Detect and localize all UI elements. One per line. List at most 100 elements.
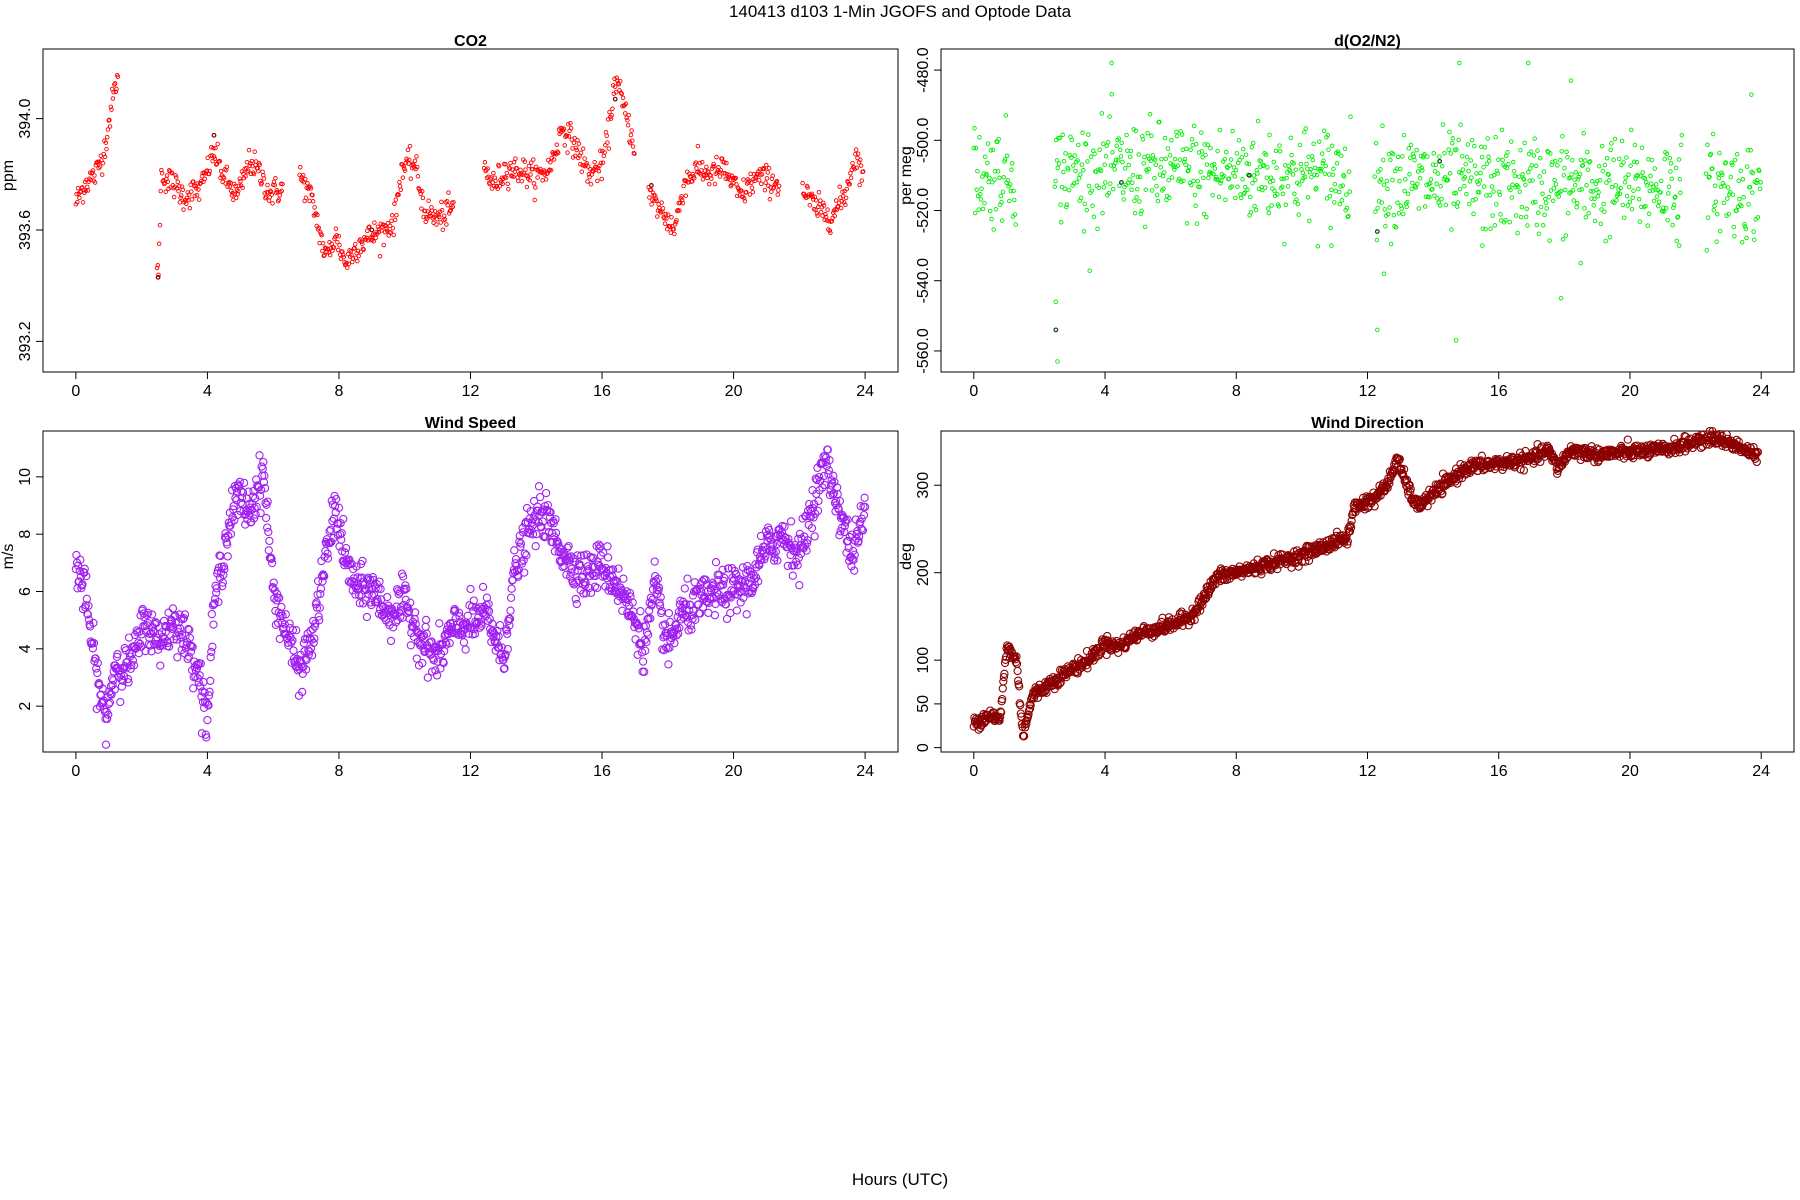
data-point [1004, 153, 1010, 159]
data-point [1497, 192, 1503, 197]
data-point [1647, 188, 1653, 194]
panel-title: Wind Direction [1311, 415, 1424, 432]
data-point [573, 145, 579, 151]
data-point [1727, 190, 1733, 195]
data-point [1195, 178, 1200, 184]
data-point [1498, 212, 1503, 217]
data-point [267, 195, 272, 200]
data-point [180, 610, 190, 619]
data-point [1607, 234, 1613, 240]
data-point [192, 193, 198, 199]
data-point [502, 626, 511, 635]
data-point [1333, 188, 1338, 194]
data-point [85, 184, 90, 190]
data-point [1461, 470, 1470, 479]
data-point [371, 584, 380, 593]
data-point [736, 581, 745, 591]
data-point [1653, 187, 1658, 192]
data-point [506, 606, 515, 615]
data-point [1345, 214, 1350, 220]
data-point [251, 510, 260, 519]
data-point [1612, 136, 1618, 142]
data-point [1565, 210, 1571, 216]
data-point [182, 640, 191, 650]
data-point [124, 678, 133, 687]
data-point [1118, 154, 1124, 159]
data-point [1524, 206, 1530, 212]
data-point [337, 528, 346, 538]
data-point [1291, 161, 1296, 166]
data-point [92, 173, 97, 178]
data-point [999, 199, 1004, 205]
data-point [992, 169, 998, 174]
data-point [1577, 171, 1583, 177]
data-point [206, 171, 212, 177]
data-point [180, 187, 186, 193]
data-point [339, 514, 348, 524]
data-point [1580, 163, 1586, 168]
data-point [1665, 217, 1670, 223]
data-point [835, 496, 845, 506]
x-tick-label: 16 [593, 763, 611, 780]
data-point [805, 185, 810, 190]
data-point [215, 141, 220, 147]
data-point [1012, 212, 1018, 217]
data-point [1555, 163, 1560, 168]
data-point [724, 160, 729, 166]
data-point [570, 567, 579, 576]
data-point [1331, 200, 1337, 205]
data-point [337, 242, 342, 248]
data-point [792, 548, 801, 557]
data-point [1244, 161, 1250, 166]
data-point [264, 546, 273, 555]
data-point [1121, 197, 1127, 202]
data-point [1265, 206, 1271, 211]
data-point [1583, 215, 1589, 220]
plot-frame [940, 430, 1795, 753]
data-point [310, 192, 315, 198]
data-point [1237, 157, 1242, 163]
data-point [218, 582, 227, 591]
data-point [1484, 161, 1490, 166]
data-point [501, 650, 510, 659]
data-point [1314, 172, 1320, 178]
data-point [1000, 189, 1006, 195]
data-point [569, 580, 579, 589]
x-tick-label: 8 [335, 383, 344, 400]
data-point [1399, 465, 1409, 474]
data-point [352, 581, 362, 591]
data-point [850, 566, 859, 575]
x-tick-label: 20 [725, 763, 743, 780]
data-point [1087, 268, 1092, 273]
x-tick-label: 20 [1621, 763, 1639, 780]
data-point [1512, 173, 1518, 179]
data-point [825, 456, 834, 465]
data-point [1619, 138, 1625, 144]
data-point [263, 497, 272, 506]
data-point [1544, 206, 1549, 211]
data-point [1437, 203, 1443, 208]
data-point [1622, 180, 1628, 185]
highlight-point [1053, 327, 1059, 333]
data-point [1049, 680, 1058, 690]
data-point [813, 198, 819, 203]
data-point [1372, 174, 1377, 179]
data-point [990, 147, 996, 153]
data-point [1473, 197, 1478, 202]
data-point [335, 530, 345, 539]
data-point [1655, 187, 1660, 192]
data-point [1755, 215, 1761, 220]
y-tick-label: 10 [17, 468, 34, 486]
data-point [1281, 176, 1286, 181]
data-point [1226, 176, 1232, 181]
data-point [1634, 160, 1640, 165]
data-point [1393, 225, 1399, 230]
data-point [1437, 154, 1442, 159]
outlier-point [1558, 296, 1564, 301]
data-point [226, 529, 236, 539]
data-point [1712, 183, 1718, 188]
data-point [1571, 198, 1577, 203]
data-point [325, 527, 334, 536]
data-point [770, 173, 775, 178]
data-series [969, 426, 1763, 741]
